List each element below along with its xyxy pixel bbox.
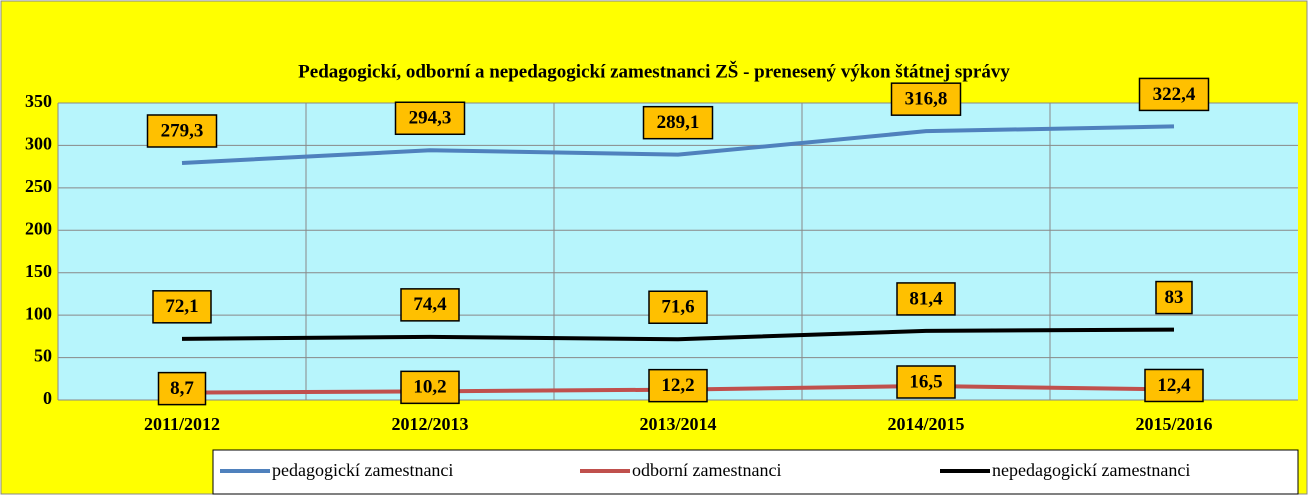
data-label: 294,3 bbox=[409, 108, 452, 129]
data-label: 74,4 bbox=[413, 294, 447, 315]
series-line bbox=[181, 124, 1175, 165]
data-label-box bbox=[157, 371, 207, 406]
plot-area bbox=[58, 103, 1298, 400]
data-label-box bbox=[642, 105, 714, 140]
x-tick-label: 2014/2015 bbox=[887, 414, 964, 434]
data-label: 316,8 bbox=[905, 89, 948, 110]
x-tick-label: 2015/2016 bbox=[1135, 414, 1212, 434]
legend-label: odborní zamestnanci bbox=[632, 460, 781, 480]
y-tick-label: 0 bbox=[43, 388, 52, 408]
legend bbox=[212, 449, 1299, 495]
data-label: 8,7 bbox=[170, 378, 194, 399]
data-label-box bbox=[1155, 280, 1193, 315]
data-label-box bbox=[394, 101, 466, 136]
data-label: 12,4 bbox=[1157, 375, 1191, 396]
y-tick-label: 150 bbox=[25, 261, 52, 281]
y-tick-label: 250 bbox=[25, 176, 52, 196]
data-label-box bbox=[400, 370, 460, 405]
data-label: 279,3 bbox=[161, 120, 204, 141]
data-label-box bbox=[896, 365, 956, 399]
data-label: 289,1 bbox=[657, 112, 700, 133]
y-tick-label: 300 bbox=[25, 134, 52, 154]
legend-label: nepedagogickí zamestnanci bbox=[992, 460, 1190, 480]
data-label-box bbox=[1138, 77, 1210, 112]
y-tick-label: 100 bbox=[25, 303, 52, 323]
data-label-box bbox=[146, 114, 218, 148]
data-label-box bbox=[152, 290, 212, 324]
chart-title: Pedagogickí, odborní a nepedagogickí zam… bbox=[298, 60, 1010, 82]
data-label: 12,2 bbox=[661, 375, 694, 396]
data-label-box bbox=[400, 288, 460, 322]
data-label: 71,6 bbox=[661, 297, 694, 318]
data-label-box bbox=[648, 368, 708, 403]
y-tick-label: 200 bbox=[25, 218, 52, 238]
y-tick-label: 350 bbox=[25, 91, 52, 111]
data-label-box bbox=[1144, 368, 1204, 403]
data-label-box bbox=[648, 290, 708, 324]
y-tick-label: 50 bbox=[34, 346, 52, 366]
data-label: 322,4 bbox=[1153, 84, 1196, 105]
data-label: 10,2 bbox=[413, 377, 446, 398]
x-tick-label: 2012/2013 bbox=[391, 414, 468, 434]
x-tick-label: 2011/2012 bbox=[144, 414, 220, 434]
data-label-box bbox=[896, 282, 956, 316]
series-line bbox=[181, 327, 1175, 342]
data-label: 72,1 bbox=[165, 296, 198, 317]
data-label: 16,5 bbox=[909, 371, 942, 392]
legend-label: pedagogickí zamestnanci bbox=[272, 460, 453, 480]
data-label: 81,4 bbox=[909, 288, 943, 309]
x-tick-label: 2013/2014 bbox=[639, 414, 716, 434]
data-label: 83 bbox=[1165, 287, 1184, 308]
data-label-box bbox=[890, 82, 962, 116]
